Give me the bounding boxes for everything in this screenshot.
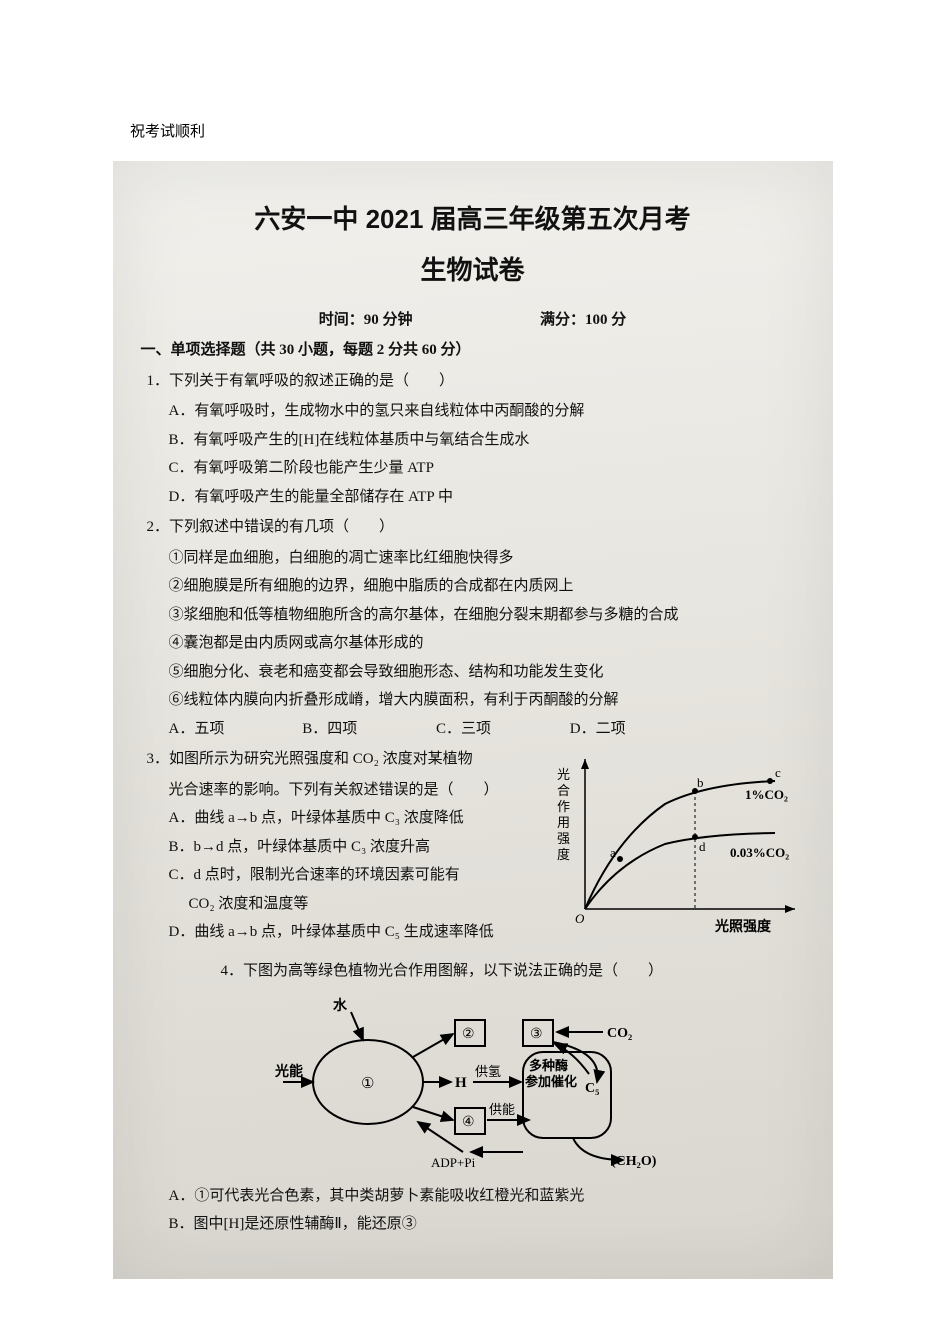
q2-s6: ⑥线粒体内膜向内折叠形成嵴，增大内膜面积，有利于丙酮酸的分解 (169, 686, 805, 715)
q3-stem2: 光合速率的影响。下列有关叙述错误的是（ ） (169, 776, 521, 805)
x-axis-label: 光照强度 (714, 918, 772, 935)
q1-optB: B．有氧呼吸产生的[H]在线粒体基质中与氧结合生成水 (169, 426, 805, 455)
lbl-light: 光能 (274, 1063, 303, 1080)
page: 祝考试顺利 六安一中 2021 届高三年级第五次月考 生物试卷 时间：90 分钟… (0, 0, 945, 1319)
pre-text: 祝考试顺利 (130, 120, 945, 141)
score-label: 满分：100 分 (540, 312, 626, 328)
y3: 作 (557, 799, 570, 814)
q2-options: A．五项 B．四项 C．三项 D．二项 (169, 715, 805, 744)
exam-scan: 六安一中 2021 届高三年级第五次月考 生物试卷 时间：90 分钟 满分：10… (113, 161, 833, 1279)
lbl-adp: ADP+Pi (431, 1155, 476, 1170)
q4-diagram: ① 光能 水 ② ③ CO₂ H 供氢 多种酶 参加催 (273, 992, 673, 1172)
time-label: 时间：90 分钟 (319, 312, 413, 328)
y2: 合 (557, 783, 570, 798)
q3-stem1: 3．如图所示为研究光照强度和 CO₂ 浓度对某植物 (147, 745, 521, 774)
pt-b: b (697, 775, 704, 790)
q2-s1: ①同样是血细胞，白细胞的凋亡速率比红细胞快得多 (169, 544, 805, 573)
curve-high-label: 1%CO₂ (745, 787, 788, 802)
y5: 强 (557, 831, 570, 846)
section-1-head: 一、单项选择题（共 30 小题，每题 2 分共 60 分） (141, 336, 805, 365)
q2-s3: ③浆细胞和低等植物细胞所含的高尔基体，在细胞分裂末期都参与多糖的合成 (169, 601, 805, 630)
q3-optC2: CO₂ 浓度和温度等 (189, 890, 521, 919)
q3-optC1: C．d 点时，限制光合速率的环境因素可能有 (169, 861, 521, 890)
exam-title-line2: 生物试卷 (141, 246, 805, 295)
y1: 光 (557, 767, 570, 782)
pt-O: O (575, 911, 585, 926)
q4-optA: A．①可代表光合色素，其中类胡萝卜素能吸收红橙光和蓝紫光 (169, 1182, 805, 1211)
lbl-co2: CO₂ (607, 1026, 632, 1041)
q2-s4: ④囊泡都是由内质网或高尔基体形成的 (169, 629, 805, 658)
y6: 度 (557, 847, 570, 862)
q2-s5: ⑤细胞分化、衰老和癌变都会导致细胞形态、结构和功能发生变化 (169, 658, 805, 687)
q2-s2: ②细胞膜是所有细胞的边界，细胞中脂质的合成都在内质网上 (169, 572, 805, 601)
q1-stem: 1．下列关于有氧呼吸的叙述正确的是（ ） (147, 367, 805, 396)
q3-chart: a b c d O 1%CO₂ 0.03%CO₂ 光照强度 光 合 作 用 强 … (545, 749, 805, 939)
lbl-4: ④ (462, 1115, 475, 1130)
curve-low-label: 0.03%CO₂ (730, 845, 789, 860)
lbl-c5: C₅ (585, 1081, 599, 1096)
exam-title-line1: 六安一中 2021 届高三年级第五次月考 (141, 195, 805, 244)
y4: 用 (557, 815, 570, 830)
q2-optD: D．二项 (570, 715, 700, 744)
q4-optB: B．图中[H]是还原性辅酶Ⅱ，能还原③ (169, 1210, 805, 1239)
q2-optC: C．三项 (436, 715, 566, 744)
q1-optA: A．有氧呼吸时，生成物水中的氢只来自线粒体中丙酮酸的分解 (169, 397, 805, 426)
lbl-enz2: 参加催化 (525, 1074, 577, 1089)
q1-optD: D．有氧呼吸产生的能量全部储存在 ATP 中 (169, 483, 805, 512)
lbl-ch2o: (CH₂O) (611, 1154, 657, 1169)
lbl-enz1: 多种酶 (529, 1058, 568, 1073)
pt-a: a (610, 845, 616, 860)
pt-c: c (775, 765, 781, 780)
exam-info-line: 时间：90 分钟 满分：100 分 (141, 306, 805, 335)
q3-block: 3．如图所示为研究光照强度和 CO₂ 浓度对某植物 光合速率的影响。下列有关叙述… (141, 745, 805, 955)
q1-optC: C．有氧呼吸第二阶段也能产生少量 ATP (169, 454, 805, 483)
q2-stem: 2．下列叙述中错误的有几项（ ） (147, 513, 805, 542)
lbl-H: H (455, 1075, 467, 1091)
q3-optB: B．b→d 点，叶绿体基质中 C₃ 浓度升高 (169, 833, 521, 862)
q4-stem: 4．下图为高等绿色植物光合作用图解，以下说法正确的是（ ） (221, 957, 805, 986)
q3-text: 3．如图所示为研究光照强度和 CO₂ 浓度对某植物 光合速率的影响。下列有关叙述… (141, 745, 521, 947)
lbl-3: ③ (530, 1027, 543, 1042)
q2-optB: B．四项 (302, 715, 432, 744)
lbl-supplyH: 供氢 (475, 1064, 501, 1079)
pt-d: d (699, 839, 706, 854)
lbl-1: ① (361, 1076, 374, 1092)
q2-optA: A．五项 (169, 715, 299, 744)
q3-optA: A．曲线 a→b 点，叶绿体基质中 C₃ 浓度降低 (169, 804, 521, 833)
q3-optD: D．曲线 a→b 点，叶绿体基质中 C₅ 生成速率降低 (169, 918, 521, 947)
lbl-water: 水 (333, 997, 348, 1014)
lbl-supplyE: 供能 (489, 1102, 515, 1117)
lbl-2: ② (462, 1027, 475, 1042)
